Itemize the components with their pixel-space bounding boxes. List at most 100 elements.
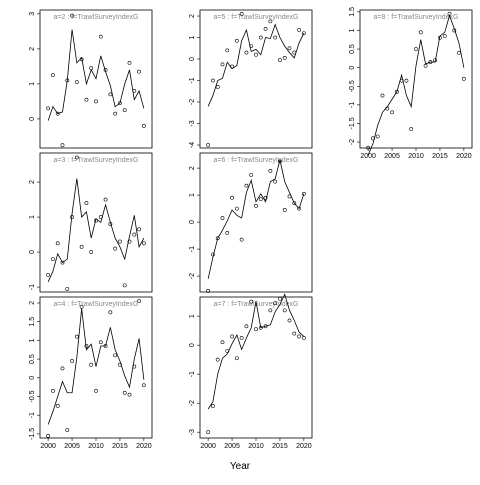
point [65,286,70,291]
point [404,78,409,83]
y-tick-label: 3 [29,12,36,16]
point [244,324,249,329]
panel-title: a=5 : f=TrawlSurveyIndexG [214,14,299,21]
panel-title: a=7 : f=TrawlSurveyIndexG [214,301,299,308]
panel-frame [39,152,153,293]
y-tick-label: 0 [349,66,356,70]
panel-title: a=6 : f=TrawlSurveyIndexG [214,157,299,164]
y-tick-label: -1 [349,102,356,108]
fit-line [367,14,465,156]
point [414,47,418,51]
x-tick-label: 2010 [88,443,104,450]
point [273,35,278,40]
y-tick-label: 0 [29,117,36,121]
point [55,111,60,116]
point [220,216,225,220]
panel-title: a=4 : f=TrawlSurveyIndexG [54,301,139,308]
y-tick-label: 2 [189,14,196,18]
point [278,58,282,62]
point [254,327,258,332]
fit-line [207,159,305,279]
point [137,227,141,232]
panel-frame [199,296,313,439]
point [127,60,132,65]
x-tick-label: 2015 [272,443,288,450]
y-tick-label: 0 [189,343,196,347]
fit-line [207,23,305,107]
y-tick-label: 1.5 [349,7,356,17]
point [141,124,146,128]
x-tick-label: 2015 [112,443,128,450]
point [46,272,51,277]
point [418,30,423,35]
y-tick-label: 1 [189,193,196,197]
point [211,404,215,408]
point [79,304,84,309]
point [215,85,220,89]
point [244,183,249,188]
x-tick-label: 2020 [136,443,152,450]
point [211,78,215,83]
panel-frame [199,152,313,293]
point [301,191,306,196]
y-tick-label: 2 [29,301,36,305]
x-tick-label: 2000 [40,443,56,450]
y-tick-label: 0 [189,57,196,61]
point [287,46,292,51]
point [268,308,273,313]
point [292,331,297,336]
point [113,111,118,116]
fit-line [47,178,145,283]
x-tick-label: 2020 [296,443,312,450]
fit-line [47,29,145,121]
point [132,232,137,237]
x-tick-label: 2010 [408,153,424,160]
point [98,34,103,39]
y-tick-label: 0 [189,220,196,224]
point [258,197,263,202]
point [89,250,94,254]
point [239,11,244,16]
point [282,208,287,212]
point [94,388,98,393]
point [394,89,399,94]
point [409,127,414,131]
point [215,357,220,362]
point [278,159,282,164]
panel-title: a=3 : f=TrawlSurveyIndexG [54,157,139,164]
point [287,318,292,323]
point [249,299,254,304]
point [254,204,258,208]
y-tick-label: -1 [189,77,196,83]
point [297,334,301,339]
point [55,241,60,246]
point [74,155,79,160]
point [230,195,234,200]
point [282,308,287,313]
y-tick-label: 2 [189,166,196,170]
point [301,31,306,36]
point [74,334,79,339]
fit-line [47,308,145,425]
point [263,195,268,200]
x-tick-label: 2000 [360,153,376,160]
y-tick-label: -2 [189,400,196,406]
point [94,99,98,104]
y-tick-label: 1 [349,28,356,32]
point [297,206,301,211]
panel-frame [39,9,153,149]
point [234,356,239,361]
point [122,390,127,395]
point [113,246,118,251]
y-tick-label: 1 [29,215,36,219]
x-tick-label: 2005 [64,443,80,450]
y-tick-label: 1 [189,314,196,318]
fit-line [207,293,305,410]
y-tick-label: -4 [189,142,196,148]
point [51,73,55,78]
point [70,13,74,18]
point [239,237,244,242]
y-tick-label: 0.5 [29,354,36,364]
x-axis-label: Year [230,461,251,472]
